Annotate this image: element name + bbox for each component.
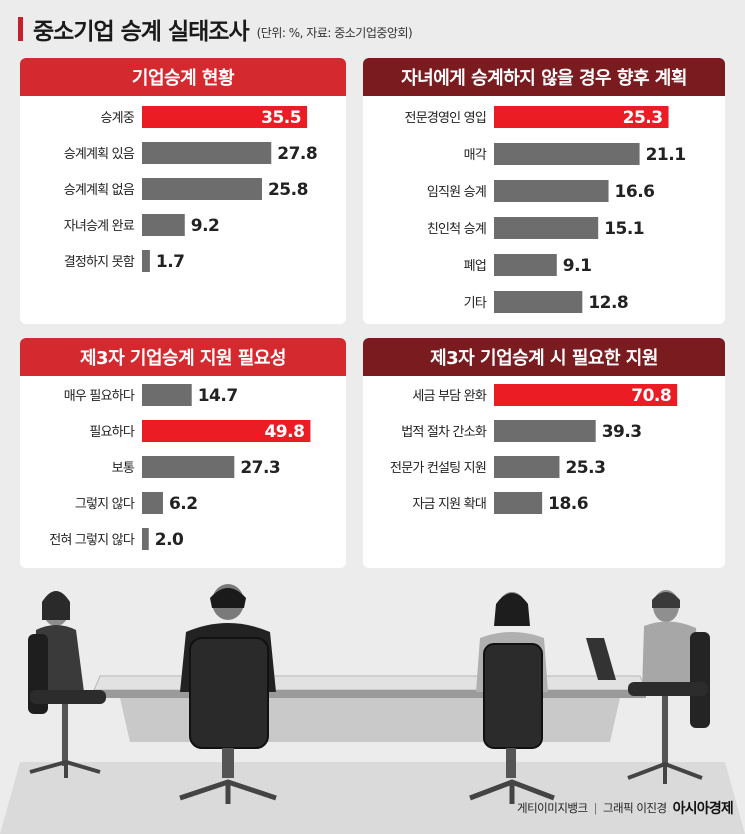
chart-panel-succession-status: 기업승계 현황 승계중 35.5 승계계획 있음 27.8 승계계획 없음 25.8 자녀승… xyxy=(20,58,346,324)
bar-chart: 승계중 35.5 승계계획 있음 27.8 승계계획 없음 25.8 자녀승계 완료 9.2 결… xyxy=(64,106,318,272)
value-label: 14.7 xyxy=(198,386,238,406)
category-label: 필요하다 xyxy=(89,425,134,440)
person-back-woman xyxy=(469,592,555,804)
category-label: 결정하지 못함 xyxy=(64,255,135,270)
value-label: 18.6 xyxy=(548,494,588,514)
value-label: 6.2 xyxy=(169,494,198,514)
floor-shadow xyxy=(0,762,745,834)
chart-panel-required-support: 제3자 기업승계 시 필요한 지원 세금 부담 완화 70.8 법적 절차 간소화 3… xyxy=(363,338,725,568)
bar xyxy=(142,142,272,164)
category-label: 승계계획 없음 xyxy=(64,183,135,198)
value-label: 25.8 xyxy=(268,180,308,200)
bar xyxy=(494,217,599,239)
brand-logo: 아시아경제 xyxy=(672,801,734,817)
value-label: 39.3 xyxy=(602,422,642,442)
bar xyxy=(142,250,150,272)
person-right-man xyxy=(586,590,710,784)
bar xyxy=(494,384,678,406)
category-label: 기타 xyxy=(464,296,487,311)
chart-title: 제3자 기업승계 시 필요한 지원 xyxy=(363,338,725,376)
value-label: 1.7 xyxy=(156,252,185,272)
category-label: 임직원 승계 xyxy=(427,185,486,200)
bar xyxy=(494,180,609,202)
bar xyxy=(494,143,640,165)
laptop-icon xyxy=(586,638,616,680)
value-label: 12.8 xyxy=(588,293,628,313)
bar xyxy=(142,420,311,442)
category-label: 자금 지원 확대 xyxy=(412,497,486,512)
bar-chart: 세금 부담 완화 70.8 법적 절차 간소화 39.3 전문가 컨설팅 지원 25.3 자… xyxy=(390,384,678,514)
bar xyxy=(494,420,596,442)
chart-panel-third-party-need: 제3자 기업승계 지원 필요성 매우 필요하다 14.7 필요하다 49.8 보통 27.… xyxy=(20,338,346,568)
value-label: 27.8 xyxy=(277,144,317,164)
category-label: 법적 절차 간소화 xyxy=(401,425,487,440)
value-label: 25.3 xyxy=(623,108,663,128)
bar-chart: 매우 필요하다 14.7 필요하다 49.8 보통 27.3 그렇지 않다 6.2 전혀 그렇지… xyxy=(49,384,311,550)
value-label: 27.3 xyxy=(240,458,280,478)
chart-title: 제3자 기업승계 지원 필요성 xyxy=(20,338,346,376)
value-label: 49.8 xyxy=(264,422,304,442)
bar xyxy=(494,106,669,128)
category-label: 승계계획 있음 xyxy=(64,147,135,162)
credit-graphic: 그래픽 이진경 xyxy=(602,801,667,815)
bar xyxy=(494,254,557,276)
value-label: 15.1 xyxy=(604,219,644,239)
category-label: 보통 xyxy=(112,461,135,476)
category-label: 승계중 xyxy=(101,111,135,126)
table-edge xyxy=(94,690,646,698)
bar-chart: 전문경영인 영입 25.3 매각 21.1 임직원 승계 16.6 친인척 승계 15.1 폐업… xyxy=(405,106,686,313)
chart-title: 자녀에게 승계하지 않을 경우 향후 계획 xyxy=(363,58,725,96)
bar xyxy=(142,384,192,406)
category-label: 그렇지 않다 xyxy=(75,497,135,512)
value-label: 70.8 xyxy=(631,386,671,406)
title-accent-bar xyxy=(18,17,23,41)
category-label: 매각 xyxy=(464,148,487,163)
bar xyxy=(142,178,262,200)
person-back-man xyxy=(179,584,277,804)
page-title: 중소기업 승계 실태조사 xyxy=(33,19,250,45)
value-label: 2.0 xyxy=(155,530,184,550)
value-label: 16.6 xyxy=(615,182,655,202)
bar xyxy=(494,291,583,313)
bar xyxy=(494,456,560,478)
table-top xyxy=(93,675,647,691)
header: 중소기업 승계 실태조사 (단위: %, 자료: 중소기업중앙회) xyxy=(18,14,413,45)
category-label: 세금 부담 완화 xyxy=(412,389,486,404)
credits: 게티이미지뱅크 | 그래픽 이진경 아시아경제 xyxy=(517,798,734,818)
category-label: 친인척 승계 xyxy=(427,222,486,237)
page-subtitle: (단위: %, 자료: 중소기업중앙회) xyxy=(256,25,413,40)
chart-title: 기업승계 현황 xyxy=(20,58,346,96)
bar xyxy=(142,528,149,550)
person-left-woman xyxy=(28,591,106,778)
bar xyxy=(142,456,235,478)
credit-separator: | xyxy=(593,801,598,815)
category-label: 전문가 컨설팅 지원 xyxy=(390,461,486,476)
bar xyxy=(494,492,543,514)
bar xyxy=(142,106,308,128)
category-label: 폐업 xyxy=(464,259,486,274)
category-label: 전혀 그렇지 않다 xyxy=(49,533,135,548)
chart-panel-future-plans: 자녀에게 승계하지 않을 경우 향후 계획 전문경영인 영입 25.3 매각 21.1… xyxy=(363,58,725,324)
value-label: 25.3 xyxy=(565,458,605,478)
meeting-illustration xyxy=(0,584,745,834)
bar xyxy=(142,492,163,514)
bar xyxy=(142,214,185,236)
value-label: 9.1 xyxy=(563,256,592,276)
value-label: 21.1 xyxy=(646,145,686,165)
credit-source: 게티이미지뱅크 xyxy=(517,801,588,815)
value-label: 9.2 xyxy=(191,216,220,236)
category-label: 자녀승계 완료 xyxy=(64,219,135,234)
value-label: 35.5 xyxy=(261,108,301,128)
category-label: 전문경영인 영입 xyxy=(405,111,486,126)
category-label: 매우 필요하다 xyxy=(64,389,135,404)
